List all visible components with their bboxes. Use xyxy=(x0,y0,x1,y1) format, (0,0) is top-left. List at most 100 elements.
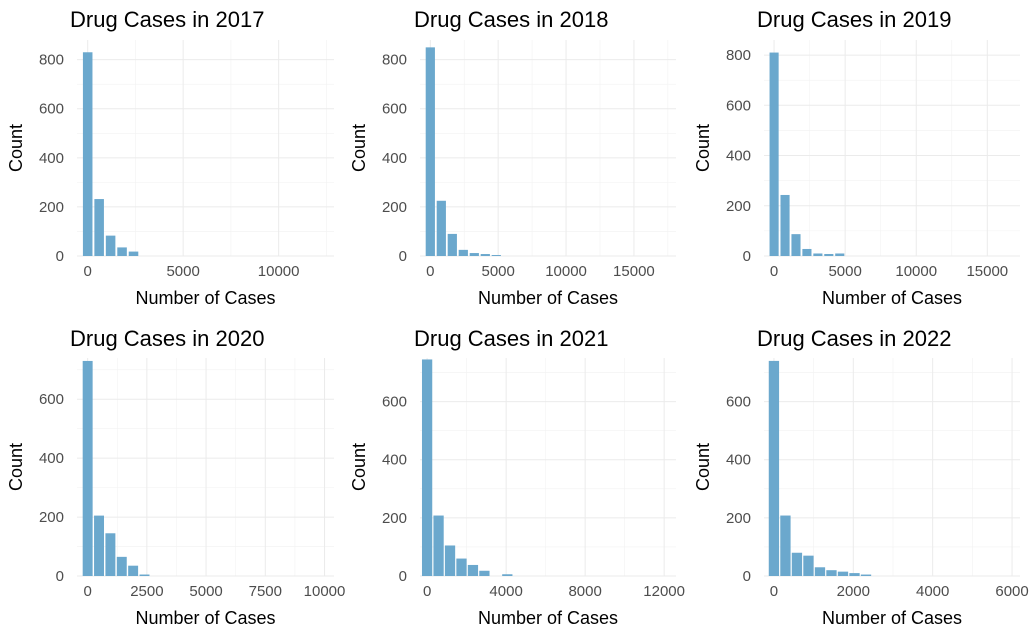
histogram-bar xyxy=(791,234,801,256)
x-tick-label: 15000 xyxy=(966,263,1008,280)
x-tick-label: 0 xyxy=(423,583,431,600)
x-tick-label: 8000 xyxy=(568,583,601,600)
x-tick-label: 4000 xyxy=(489,583,522,600)
y-tick-label: 800 xyxy=(39,52,64,69)
histogram-bar xyxy=(128,251,139,256)
chart-panel-1: 0 200 400 600 800 0 5000 10000 Number of Cases Co… xyxy=(6,7,334,308)
histogram-bar xyxy=(837,571,849,576)
y-tick-label: 400 xyxy=(382,452,407,469)
histogram-bar xyxy=(128,565,139,576)
x-tick-label: 10000 xyxy=(304,583,346,600)
x-tick-label: 15000 xyxy=(613,263,655,280)
y-tick-label: 200 xyxy=(726,198,751,215)
y-axis-title: Count xyxy=(693,443,713,491)
histogram-bar xyxy=(421,359,433,576)
histogram-bar xyxy=(780,515,791,576)
y-tick-label: 0 xyxy=(56,248,64,265)
histogram-bar xyxy=(105,235,116,256)
histogram-bar xyxy=(447,233,457,256)
chart-panel-5: 0 200 400 600 0 4000 8000 12000 Number of Cases C… xyxy=(349,326,685,628)
x-tick-label: 10000 xyxy=(258,263,300,280)
y-tick-label: 0 xyxy=(743,248,751,265)
y-axis-title: Count xyxy=(349,443,369,491)
chart-title: Drug Cases in 2018 xyxy=(414,7,608,32)
histogram-bar xyxy=(502,574,513,576)
x-tick-label: 7500 xyxy=(249,583,282,600)
histogram-bar xyxy=(826,570,837,576)
y-tick-label: 600 xyxy=(382,394,407,411)
x-tick-label: 5000 xyxy=(828,263,861,280)
x-tick-label: 0 xyxy=(770,583,778,600)
histogram-bar xyxy=(780,194,790,256)
y-axis-title: Count xyxy=(693,124,713,172)
histogram-bar xyxy=(849,573,860,576)
histogram-bar xyxy=(824,253,834,256)
chart-title: Drug Cases in 2021 xyxy=(414,326,608,351)
x-tick-label: 0 xyxy=(83,583,91,600)
histogram-bar xyxy=(117,247,127,256)
histogram-bar xyxy=(791,552,803,576)
y-tick-label: 0 xyxy=(56,568,64,585)
histogram-bar xyxy=(814,567,826,576)
y-tick-label: 200 xyxy=(382,199,407,216)
y-axis-title: Count xyxy=(6,124,26,172)
y-tick-label: 600 xyxy=(39,391,64,408)
x-tick-label: 2500 xyxy=(130,583,163,600)
y-tick-label: 800 xyxy=(726,47,751,64)
histogram-bar xyxy=(768,360,780,576)
histogram-bar xyxy=(139,574,150,576)
x-tick-label: 2000 xyxy=(837,583,870,600)
y-tick-label: 0 xyxy=(743,568,751,585)
y-tick-label: 400 xyxy=(39,150,64,167)
x-axis-title: Number of Cases xyxy=(135,608,275,628)
y-tick-label: 200 xyxy=(39,199,64,216)
y-tick-label: 400 xyxy=(39,450,64,467)
histogram-bar xyxy=(116,556,127,576)
y-axis-title: Count xyxy=(6,443,26,491)
x-axis-title: Number of Cases xyxy=(478,608,618,628)
y-tick-label: 400 xyxy=(726,452,751,469)
x-tick-label: 4000 xyxy=(916,583,949,600)
x-axis-title: Number of Cases xyxy=(135,288,275,308)
y-tick-label: 200 xyxy=(726,510,751,527)
histogram-bar xyxy=(469,253,479,256)
chart-panel-2: 0 200 400 600 800 0 5000 10000 15000 Number of Ca… xyxy=(349,7,676,308)
chart-title: Drug Cases in 2019 xyxy=(757,7,951,32)
histogram-bar xyxy=(467,564,479,576)
histogram-bar xyxy=(94,515,105,576)
histogram-bar xyxy=(82,52,93,256)
histogram-bar xyxy=(860,574,872,576)
histogram-bar xyxy=(480,254,490,256)
histogram-bar xyxy=(769,52,779,257)
histogram-bar xyxy=(802,248,812,256)
x-tick-label: 12000 xyxy=(643,583,685,600)
x-axis-title: Number of Cases xyxy=(822,288,962,308)
histogram-bar xyxy=(444,545,456,576)
histogram-bar xyxy=(94,199,104,256)
histogram-bar xyxy=(835,253,845,256)
y-tick-label: 600 xyxy=(39,101,64,118)
y-tick-label: 800 xyxy=(382,52,407,69)
histogram-bar xyxy=(491,255,501,256)
x-tick-label: 0 xyxy=(770,263,778,280)
x-tick-label: 10000 xyxy=(545,263,587,280)
x-axis-title: Number of Cases xyxy=(478,288,618,308)
x-axis-title: Number of Cases xyxy=(822,608,962,628)
histogram-bar xyxy=(436,200,446,256)
histogram-bar xyxy=(479,570,490,576)
y-tick-label: 0 xyxy=(399,248,407,265)
histogram-bar xyxy=(425,47,435,257)
histogram-bar xyxy=(82,360,93,576)
y-tick-label: 200 xyxy=(39,509,64,526)
chart-title: Drug Cases in 2020 xyxy=(70,326,264,351)
y-tick-label: 600 xyxy=(726,394,751,411)
chart-panel-4: 0 200 400 600 0 2500 5000 7500 10000 Number of Ca… xyxy=(6,326,345,628)
x-tick-label: 5000 xyxy=(481,263,514,280)
x-tick-label: 5000 xyxy=(166,263,199,280)
x-tick-label: 0 xyxy=(426,263,434,280)
chart-title: Drug Cases in 2022 xyxy=(757,326,951,351)
histogram-bar xyxy=(813,253,823,256)
